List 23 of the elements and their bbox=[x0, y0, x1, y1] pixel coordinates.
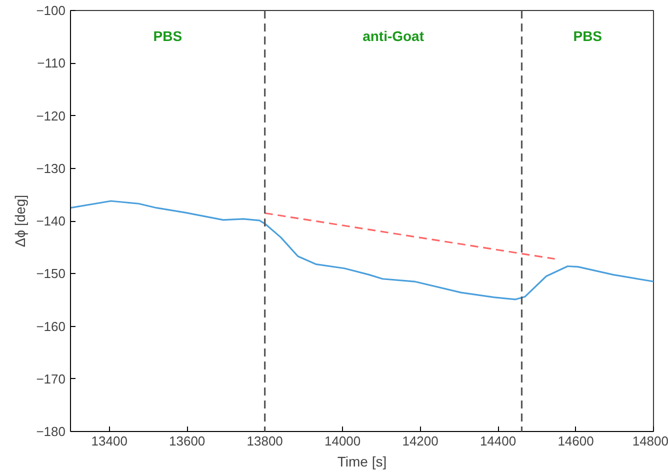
y-tick-label: −110 bbox=[37, 56, 66, 71]
x-tick-label: 14600 bbox=[558, 434, 594, 448]
y-tick-label: −100 bbox=[36, 3, 66, 18]
annotation: PBS bbox=[153, 28, 182, 44]
y-tick-label: −170 bbox=[36, 371, 66, 386]
y-tick-label: −180 bbox=[36, 424, 66, 439]
y-tick-label: −150 bbox=[36, 266, 66, 282]
y-tick-label: −160 bbox=[36, 318, 66, 334]
y-tick-label: −120 bbox=[36, 108, 66, 124]
x-tick-label: 13600 bbox=[169, 434, 206, 448]
x-tick-label: 13800 bbox=[246, 434, 283, 448]
x-tick-label: 14200 bbox=[402, 434, 438, 448]
annotation: anti-Goat bbox=[362, 28, 424, 44]
y-tick-label: −130 bbox=[36, 160, 66, 176]
x-tick-label: 14400 bbox=[480, 434, 516, 448]
x-tick-label: 14800 bbox=[632, 434, 668, 448]
y-axis-title: Δϕ [deg] bbox=[12, 194, 28, 248]
y-tick-label: −140 bbox=[36, 214, 66, 228]
x-axis-title: Time [s] bbox=[337, 454, 387, 470]
annotation: PBS bbox=[573, 28, 602, 44]
line-series bbox=[70, 200, 654, 300]
x-tick-label: 13400 bbox=[91, 434, 128, 448]
x-tick-label: 14000 bbox=[324, 434, 361, 448]
